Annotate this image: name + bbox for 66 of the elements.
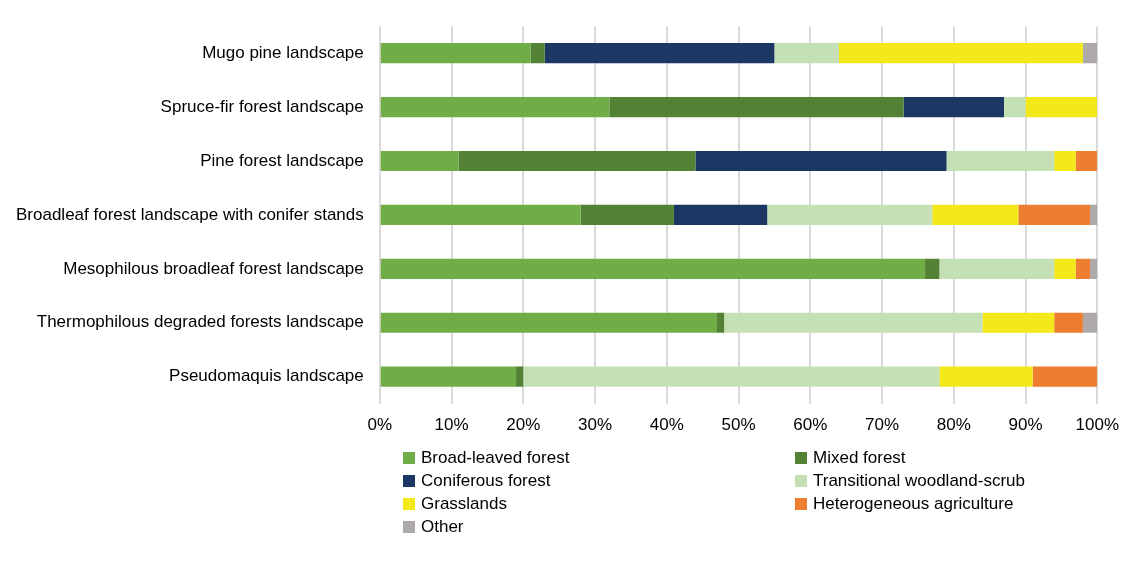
bar — [380, 366, 517, 387]
bar — [1075, 258, 1091, 279]
bar — [1025, 96, 1098, 118]
bar — [946, 150, 1055, 172]
bar — [580, 204, 674, 225]
bar — [932, 204, 1019, 225]
bar — [380, 43, 531, 64]
legend-label: Coniferous forest — [421, 471, 551, 491]
bar — [1082, 43, 1098, 64]
x-tick-label: 40% — [649, 415, 684, 435]
bar — [939, 366, 1033, 387]
bar — [1075, 150, 1098, 172]
legend-label: Heterogeneous agriculture — [813, 494, 1014, 514]
bar — [716, 312, 725, 333]
bar — [1090, 258, 1098, 279]
x-tick-label: 30% — [577, 415, 613, 435]
bar — [380, 96, 610, 118]
y-tick-label: Mugo pine landscape — [202, 42, 364, 62]
bar — [673, 204, 768, 225]
bar — [458, 150, 696, 172]
bar — [1003, 96, 1026, 118]
legend-label: Transitional woodland-scrub — [813, 471, 1025, 491]
y-tick-label: Spruce-fir forest landscape — [160, 96, 364, 116]
bar — [609, 96, 904, 118]
y-tick-label: Pine forest landscape — [200, 150, 364, 170]
legend-label: Broad-leaved forest — [421, 448, 570, 468]
legend-label: Grasslands — [421, 494, 507, 514]
y-tick-label: Broadleaf forest landscape with conifer stands — [15, 204, 364, 224]
bar — [925, 258, 940, 279]
x-tick-label: 20% — [506, 415, 541, 435]
bar — [380, 258, 926, 279]
bar — [774, 43, 839, 64]
x-tick-label: 50% — [721, 415, 756, 435]
x-tick-label: 80% — [936, 415, 971, 435]
bar — [380, 312, 717, 333]
legend-label: Mixed forest — [813, 448, 906, 468]
x-tick-label: 100% — [1075, 415, 1119, 435]
x-tick-label: 10% — [434, 415, 469, 435]
x-tick-label: 90% — [1008, 415, 1043, 435]
bar — [1090, 204, 1098, 225]
x-tick-label: 0% — [367, 415, 393, 435]
bar — [724, 312, 983, 333]
bar — [1082, 312, 1098, 333]
bar — [695, 150, 947, 172]
bar — [544, 43, 775, 64]
bar — [1054, 258, 1076, 279]
bar — [767, 204, 933, 225]
bar — [982, 312, 1055, 333]
bar — [530, 43, 545, 64]
y-tick-label: Mesophilous broadleaf forest landscape — [63, 258, 364, 278]
bar — [1054, 312, 1083, 333]
bar — [903, 96, 1004, 118]
bar — [523, 366, 940, 387]
bar — [939, 258, 1055, 279]
bar — [1032, 366, 1098, 387]
x-tick-label: 60% — [793, 415, 828, 435]
y-tick-label: Thermophilous degraded forests landscape — [36, 312, 364, 332]
legend-label: Other — [421, 517, 464, 537]
bar — [1018, 204, 1091, 225]
y-tick-label: Pseudomaquis landscape — [169, 366, 364, 386]
bar — [516, 366, 524, 387]
bar — [1054, 150, 1076, 172]
bar — [838, 43, 1083, 64]
bar — [380, 204, 581, 225]
bar — [380, 150, 459, 172]
x-tick-label: 70% — [864, 415, 900, 435]
